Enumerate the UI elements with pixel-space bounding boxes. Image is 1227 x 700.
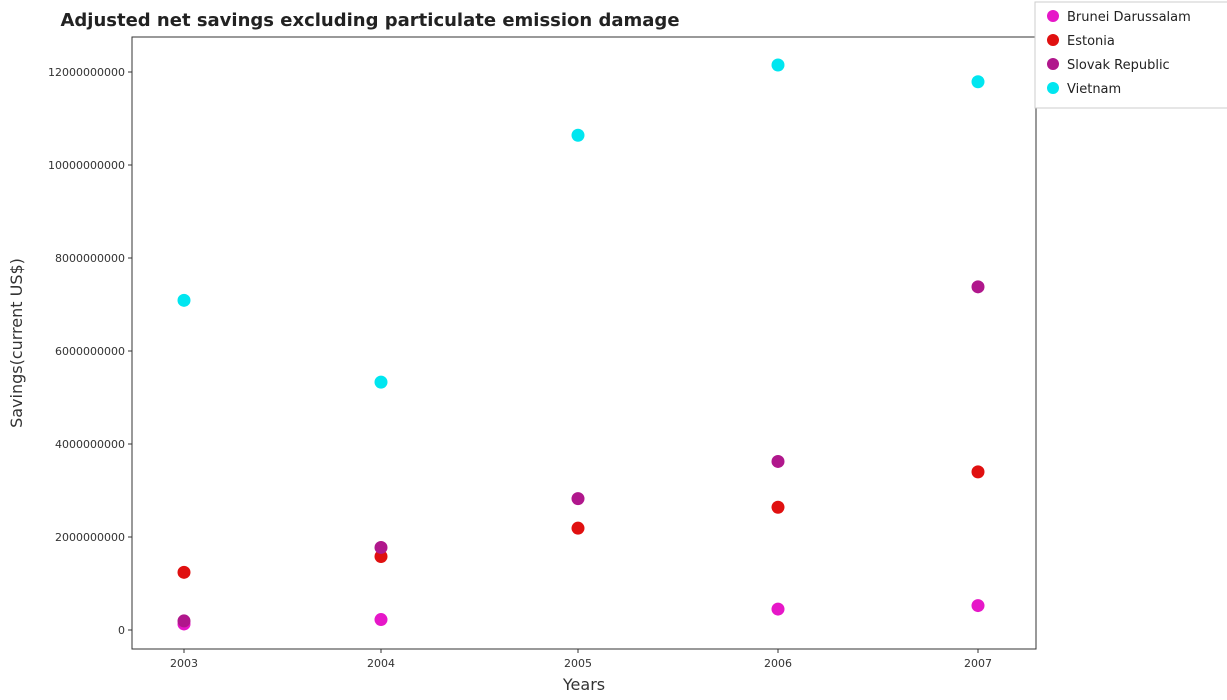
data-point: [771, 58, 785, 72]
legend-entry: Slovak Republic: [1067, 58, 1170, 73]
y-tick-label: 12000000000: [48, 66, 125, 79]
y-tick-label: 10000000000: [48, 159, 125, 172]
x-tick-label: 2007: [964, 657, 992, 670]
data-point: [374, 613, 388, 627]
legend-marker: [1047, 34, 1059, 46]
legend: Brunei Darussalam Estonia Slovak Republic V…: [1034, 1, 1227, 109]
y-axis: 0 2000000000 4000000000 6000000000 800000000…: [48, 66, 132, 637]
data-point: [971, 280, 985, 294]
data-point: [971, 599, 985, 613]
data-point: [177, 565, 191, 579]
data-point: [571, 492, 585, 506]
x-tick-label: 2003: [170, 657, 198, 670]
data-points: [177, 58, 985, 631]
data-point: [177, 293, 191, 307]
chart-title: Adjusted net savings excluding particula…: [60, 10, 679, 31]
data-point: [771, 602, 785, 616]
data-point: [971, 465, 985, 479]
legend-box: [1034, 1, 1227, 109]
legend-entry: Estonia: [1067, 34, 1115, 49]
y-tick-label: 0: [118, 624, 125, 637]
data-point: [571, 128, 585, 142]
data-point: [374, 550, 388, 564]
data-point: [771, 500, 785, 514]
plot-area-frame: [131, 36, 1037, 650]
y-tick-label: 4000000000: [55, 438, 125, 451]
data-point: [971, 75, 985, 89]
y-tick-label: 6000000000: [55, 345, 125, 358]
x-axis: 2003 2004 2005 2006 2007: [170, 649, 992, 670]
y-tick-label: 2000000000: [55, 531, 125, 544]
legend-marker: [1047, 10, 1059, 22]
data-point: [374, 540, 388, 554]
data-point: [571, 521, 585, 535]
data-point: [374, 375, 388, 389]
legend-marker: [1047, 58, 1059, 70]
y-tick-label: 8000000000: [55, 252, 125, 265]
legend-marker: [1047, 82, 1059, 94]
legend-entry: Brunei Darussalam: [1067, 10, 1191, 25]
data-point: [771, 454, 785, 468]
x-tick-label: 2006: [764, 657, 792, 670]
x-tick-label: 2004: [367, 657, 395, 670]
x-tick-label: 2005: [564, 657, 592, 670]
y-axis-label: Savings(current US$): [7, 258, 26, 428]
x-axis-label: Years: [562, 675, 605, 694]
data-point: [177, 614, 191, 628]
legend-entry: Vietnam: [1067, 82, 1121, 97]
